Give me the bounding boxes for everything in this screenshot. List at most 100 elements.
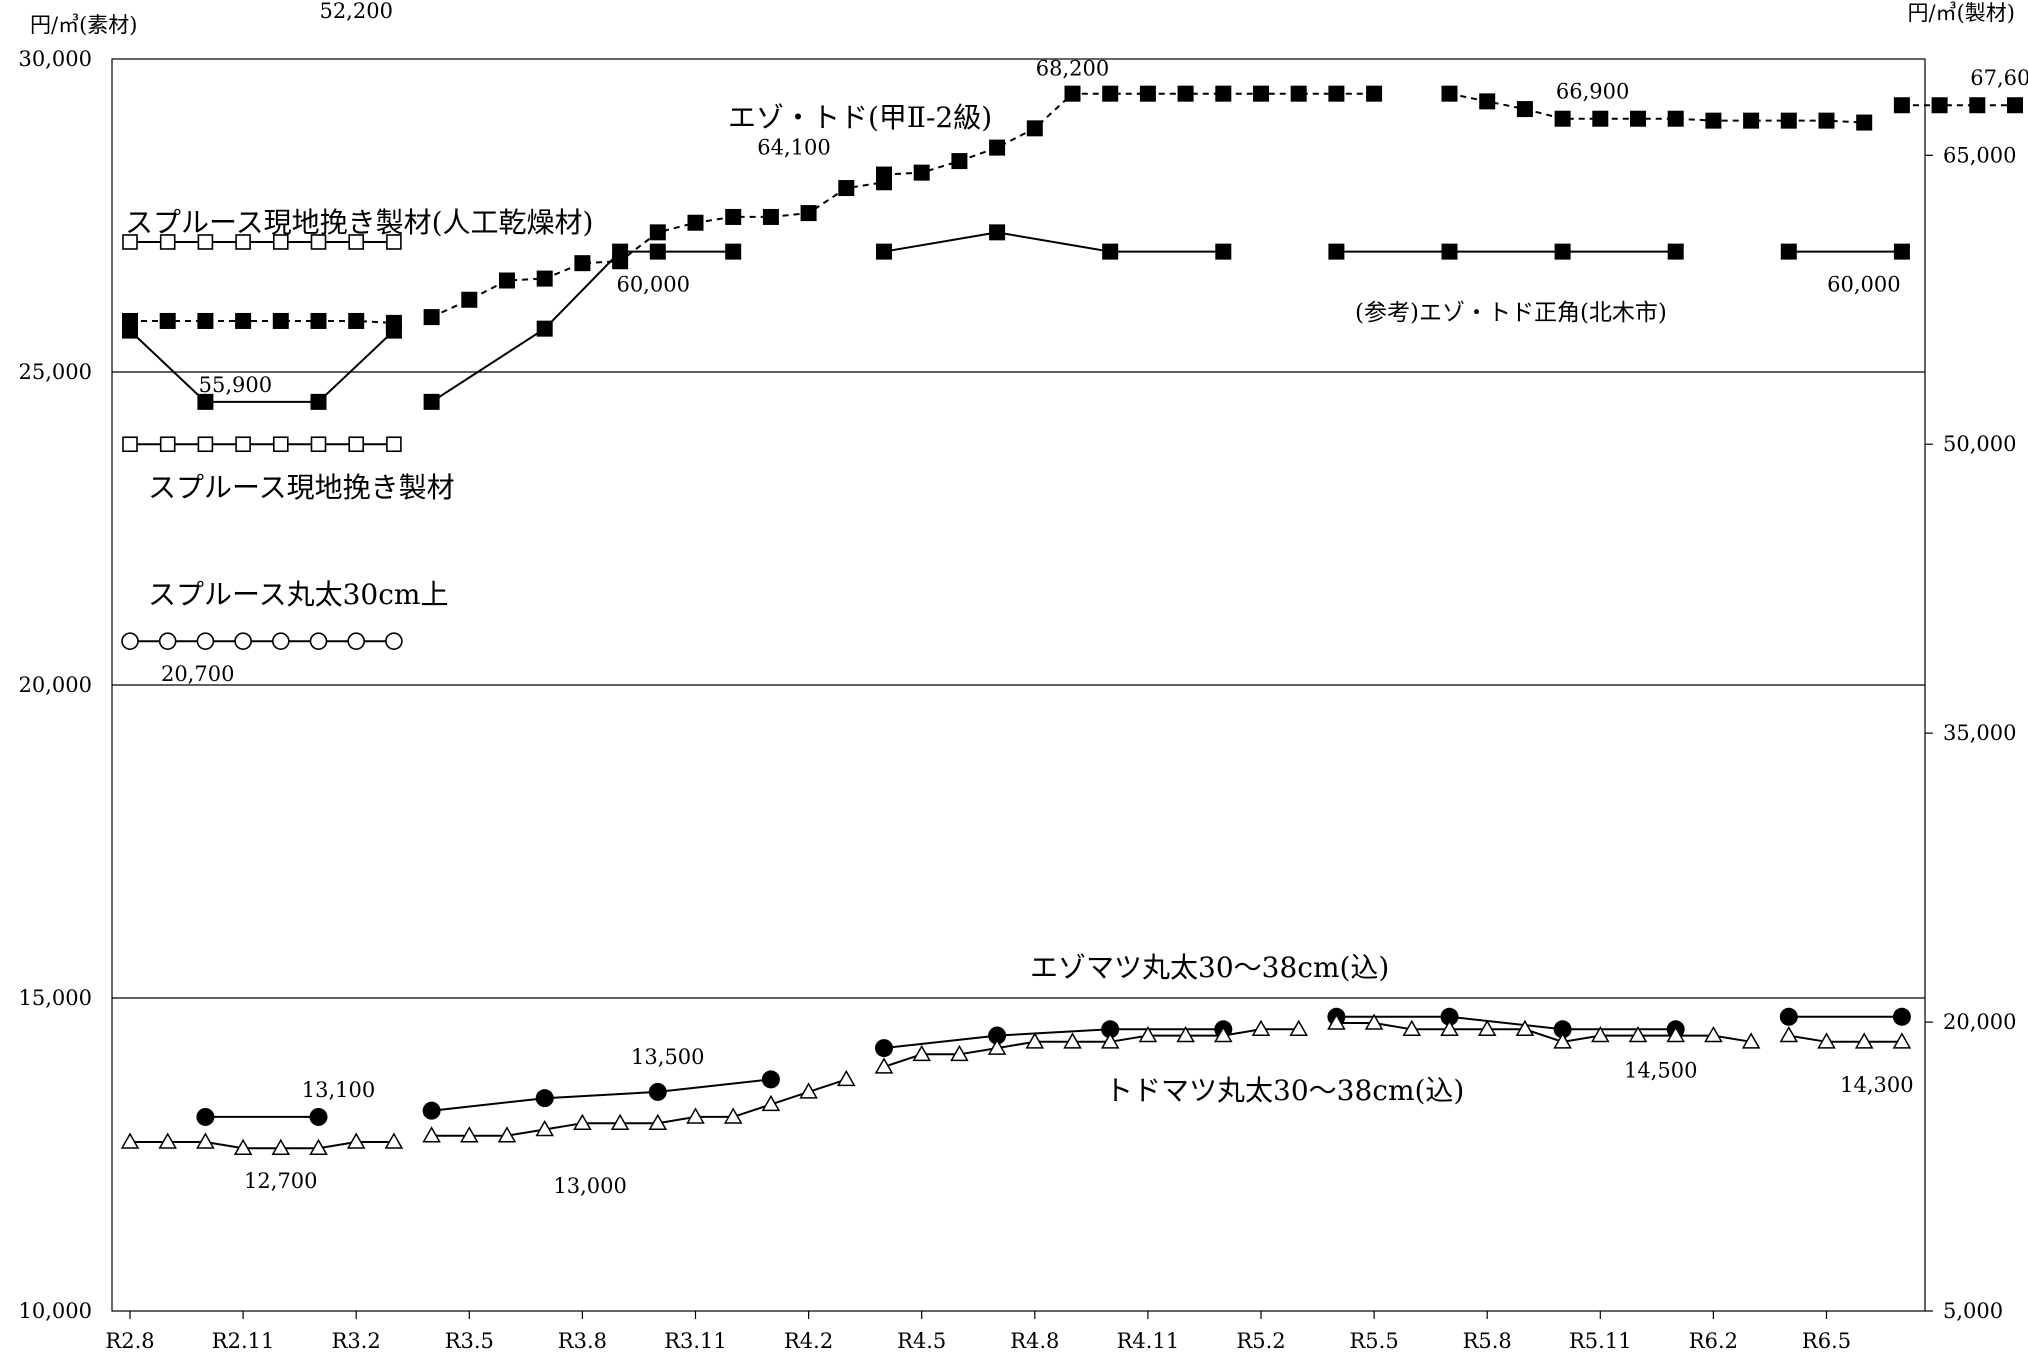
data-point [347,632,366,650]
data-point [423,393,440,410]
data-point [1139,85,1156,102]
data-point [874,1057,894,1074]
data-point [1026,120,1043,137]
data-point [648,1082,667,1101]
value-label: 68,200 [1036,57,1109,81]
data-point [121,632,139,650]
data-point [1477,1019,1497,1037]
data-point [1892,1032,1912,1049]
data-point [460,1126,479,1143]
series-line [129,329,395,403]
data-point [497,1126,517,1143]
series-spruce_log [121,632,403,650]
data-point [1100,1032,1120,1049]
data-point [1893,243,1910,260]
series [120,85,2023,1155]
x-tick-label: R3.8 [558,1329,607,1353]
data-point [1817,1032,1836,1049]
data-point [1854,1032,1874,1049]
x-tick-label: R4.11 [1117,1329,1180,1353]
data-point [1628,1026,1648,1043]
x-tick-label: R6.5 [1802,1329,1851,1353]
value-label: 13,000 [553,1174,626,1198]
series-line [431,1078,847,1137]
series-todomatsu_log [120,1013,1912,1155]
data-point [876,243,892,260]
data-point [1215,85,1232,102]
data-point [1177,85,1194,102]
data-point [1063,1032,1082,1049]
series-line [1788,1034,1902,1043]
value-label: 64,100 [757,135,830,159]
data-point [159,234,176,250]
data-point [686,1107,705,1124]
data-point [1366,85,1383,102]
x-tick-label: R4.5 [897,1329,946,1353]
data-point [987,1038,1007,1055]
data-point [1215,243,1232,260]
data-point [122,436,138,453]
series-name-ezotodo_shokaku: (参考)エゾ・トド正角(北木市) [1355,300,1667,326]
data-point [422,1126,441,1143]
data-point [1554,110,1571,127]
data-point [1591,1026,1610,1043]
data-point [235,436,251,453]
y-right-tick-label: 50,000 [1943,432,2016,456]
data-point [1440,1019,1459,1037]
data-point [799,1082,818,1099]
data-point [648,1113,668,1130]
data-point [1969,97,1986,114]
series-line [883,1028,1224,1050]
data-point [574,255,591,272]
y-left-tick-label: 25,000 [19,360,92,384]
data-point [1667,243,1684,260]
data-point [1667,110,1684,127]
data-point [1327,1013,1346,1030]
series-line [1336,1022,1752,1043]
data-point [612,243,629,260]
data-point [386,234,402,250]
data-point [1064,85,1081,102]
data-point [310,436,327,453]
data-point [1931,97,1948,114]
x-tick-label: R5.8 [1463,1329,1512,1353]
data-point [1290,85,1307,102]
data-point [271,1138,291,1155]
data-point [723,1107,743,1124]
data-point [1138,1026,1158,1043]
series-name-spruce_lumber: スプルース現地挽き製材 [148,471,455,504]
x-tick-label: R2.8 [105,1329,154,1353]
data-point [310,234,327,250]
data-point [535,1119,554,1137]
y-right-tick-label: 5,000 [1943,1299,2003,1323]
series-line [431,1078,772,1112]
data-point [2007,97,2023,114]
data-point [725,243,742,260]
data-point [310,393,327,410]
data-point [535,1089,554,1108]
series-name-ezomatsu_log: エゾマツ丸太30～38cm(込) [1030,951,1389,984]
x-tick-label: R3.11 [664,1329,727,1353]
data-point [1025,1032,1045,1049]
series-line [1449,92,1865,124]
series-name-ezotodo_kou: エゾ・トド(甲Ⅱ-2級) [728,101,992,134]
x-tick-label: R6.2 [1689,1329,1738,1353]
axes: 10,000 15,000 20,000 25,000 30,000 5,000 20,00… [19,1,2017,1353]
x-tick-label: R3.5 [445,1329,494,1353]
data-point [272,312,289,329]
y-right-tick-label: 35,000 [1943,721,2016,745]
data-point [649,243,666,260]
data-point [989,224,1006,241]
value-label: 14,300 [1840,1073,1913,1097]
value-label: 60,000 [1827,273,1900,297]
data-point [1328,85,1345,102]
data-point [912,1044,931,1062]
series-line [130,1141,394,1150]
data-point [422,1101,441,1120]
grid-lines [112,371,1925,999]
data-point [687,214,704,231]
data-point [573,1113,592,1130]
data-point [1743,112,1760,129]
data-point [272,436,289,453]
